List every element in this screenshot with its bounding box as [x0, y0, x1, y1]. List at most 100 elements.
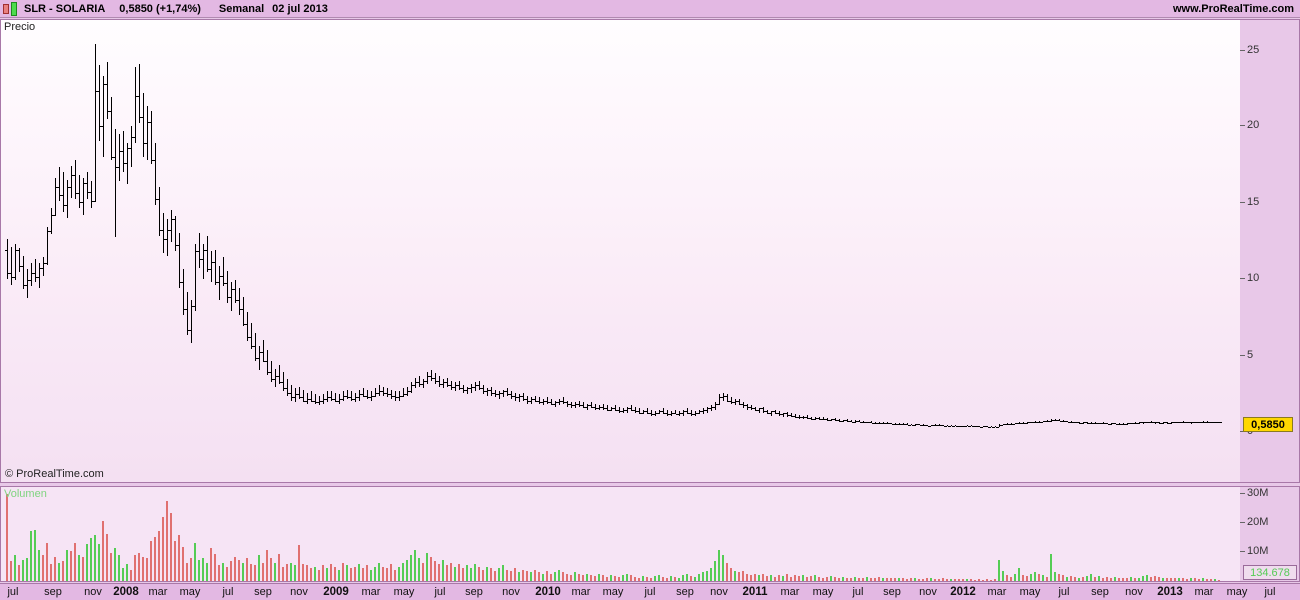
volume-axis[interactable]: 30M 20M 10M 134.678 — [1240, 486, 1300, 582]
ohlc-bar — [707, 406, 708, 413]
ohlc-bar — [475, 382, 476, 392]
ohlc-bar — [715, 402, 716, 410]
ohlc-bar — [1079, 421, 1080, 424]
volume-bar — [1122, 577, 1124, 581]
time-axis-label: mar — [571, 586, 591, 598]
time-axis-label: mar — [780, 586, 800, 598]
volume-bar — [214, 553, 216, 581]
volume-bar — [98, 543, 100, 581]
ohlc-open-tick — [637, 411, 639, 413]
time-axis-label: mar — [361, 586, 381, 598]
ohlc-open-tick — [533, 398, 535, 400]
price-chart-panel[interactable]: Precio © ProRealTime.com — [0, 19, 1240, 483]
ohlc-bar — [891, 422, 892, 425]
ohlc-bar — [1083, 422, 1084, 424]
ohlc-bar — [583, 402, 584, 409]
volume-bar — [802, 575, 804, 581]
ohlc-bar — [699, 409, 700, 415]
ohlc-bar — [367, 389, 368, 399]
volume-bar — [290, 562, 292, 581]
ohlc-bar — [755, 406, 756, 412]
timeframe-label: Semanal — [218, 2, 265, 15]
volume-bar — [626, 573, 628, 581]
volume-bar — [1058, 573, 1060, 581]
ohlc-bar — [511, 391, 512, 399]
ohlc-open-tick — [933, 425, 935, 427]
ohlc-open-tick — [993, 427, 995, 429]
volume-bar — [1202, 578, 1204, 581]
volume-bar — [906, 578, 908, 581]
volume-bar — [282, 566, 284, 581]
ohlc-bar — [879, 422, 880, 425]
volume-bar — [1110, 577, 1112, 581]
ohlc-bar — [179, 232, 180, 288]
ohlc-bar — [1207, 421, 1208, 423]
ohlc-open-tick — [801, 417, 803, 419]
volume-chart-panel[interactable]: Volumen — [0, 486, 1240, 582]
price-tick: 20 — [1240, 120, 1259, 131]
ohlc-open-tick — [1009, 423, 1011, 425]
ohlc-bar — [55, 178, 56, 217]
ohlc-open-tick — [181, 281, 183, 283]
ohlc-bar — [983, 426, 984, 428]
ohlc-open-tick — [753, 408, 755, 410]
volume-bar — [226, 566, 228, 581]
price-tick: 5 — [1240, 350, 1253, 361]
ohlc-bar — [107, 62, 108, 119]
current-volume-flag: 134.678 — [1243, 565, 1297, 580]
ohlc-open-tick — [913, 424, 915, 426]
volume-bar — [638, 577, 640, 581]
ohlc-bar — [883, 422, 884, 425]
ohlc-open-tick — [577, 403, 579, 405]
volume-bar — [494, 571, 496, 581]
ohlc-open-tick — [609, 409, 611, 411]
volume-bar — [358, 563, 360, 581]
volume-bar — [778, 575, 780, 581]
ohlc-bar — [303, 389, 304, 403]
ohlc-bar — [391, 389, 392, 399]
ohlc-open-tick — [625, 409, 627, 411]
time-axis-label: nov — [710, 586, 728, 598]
volume-tick: 30M — [1240, 488, 1268, 499]
ohlc-bar — [227, 270, 228, 303]
volume-bar — [766, 575, 768, 581]
ohlc-bar — [347, 389, 348, 399]
ohlc-open-tick — [93, 200, 95, 202]
volume-bar — [1030, 573, 1032, 581]
ohlc-open-tick — [897, 424, 899, 426]
volume-bar — [62, 561, 64, 581]
ohlc-bar — [1043, 420, 1044, 423]
ohlc-open-tick — [761, 408, 763, 410]
ohlc-bar — [151, 110, 152, 165]
volume-bar — [870, 577, 872, 581]
ohlc-open-tick — [1033, 422, 1035, 424]
volume-bar — [1174, 578, 1176, 581]
ohlc-open-tick — [285, 388, 287, 390]
time-axis[interactable]: jul sep nov 2008 mar may jul sep nov 2009 mar may ju… — [0, 583, 1300, 600]
ohlc-bar — [415, 377, 416, 389]
ohlc-open-tick — [289, 392, 291, 394]
volume-bar — [118, 555, 120, 581]
volume-bar — [1166, 578, 1168, 581]
ohlc-bar — [519, 394, 520, 403]
ohlc-open-tick — [1109, 423, 1111, 425]
ohlc-bar — [403, 388, 404, 398]
ohlc-bar — [11, 246, 12, 285]
ohlc-open-tick — [917, 424, 919, 426]
ohlc-bar — [135, 66, 136, 143]
volume-bar — [270, 558, 272, 581]
ohlc-open-tick — [165, 238, 167, 240]
volume-bar — [238, 559, 240, 581]
ohlc-open-tick — [401, 395, 403, 397]
volume-bar — [846, 577, 848, 581]
volume-bar — [310, 568, 312, 581]
ohlc-bar — [423, 379, 424, 389]
ohlc-open-tick — [1169, 422, 1171, 424]
ohlc-bar — [723, 392, 724, 401]
ohlc-bar — [1195, 421, 1196, 424]
ohlc-open-tick — [445, 382, 447, 384]
volume-bar — [562, 572, 564, 581]
ohlc-open-tick — [89, 191, 91, 193]
ohlc-open-tick — [785, 413, 787, 415]
